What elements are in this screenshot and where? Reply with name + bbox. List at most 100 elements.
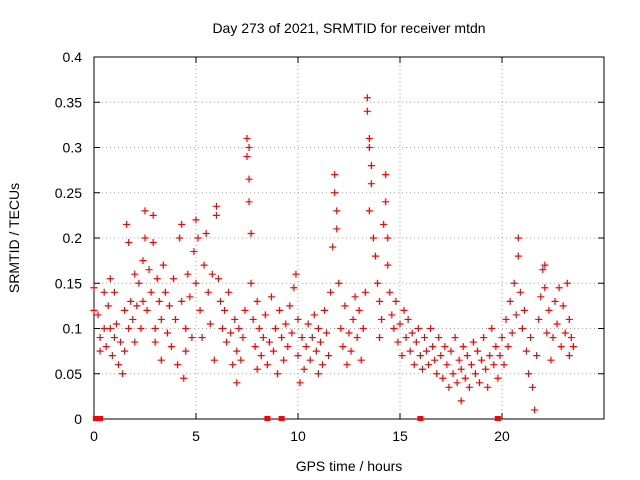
data-point	[202, 229, 210, 237]
data-point	[500, 361, 508, 369]
data-point	[449, 370, 457, 378]
baseline-marker	[417, 416, 424, 421]
data-point	[518, 325, 526, 332]
data-point	[100, 325, 108, 332]
data-point	[331, 171, 339, 179]
data-point	[510, 279, 518, 287]
baseline-markers	[93, 416, 501, 421]
data-point	[259, 334, 267, 342]
data-point	[143, 306, 151, 314]
data-point	[418, 365, 426, 373]
data-point	[106, 275, 114, 283]
data-point	[529, 383, 537, 391]
data-point	[367, 162, 375, 170]
x-tick-label: 0	[90, 428, 98, 444]
data-point	[453, 379, 461, 387]
data-point	[525, 370, 533, 378]
data-point	[102, 343, 110, 351]
y-tick-label: 0.35	[55, 94, 82, 110]
data-point	[451, 334, 459, 342]
data-point	[255, 325, 263, 332]
data-point	[308, 334, 316, 342]
data-point	[151, 325, 159, 332]
data-point	[325, 352, 333, 360]
data-point	[337, 325, 345, 332]
data-point	[323, 329, 331, 337]
data-point	[274, 370, 282, 378]
data-point	[514, 234, 522, 242]
data-point	[125, 239, 133, 247]
data-point	[239, 334, 247, 342]
data-point	[547, 356, 555, 364]
data-point	[384, 261, 392, 269]
baseline-marker	[97, 416, 104, 421]
data-point	[369, 234, 377, 242]
data-point	[90, 306, 98, 314]
data-point	[106, 325, 114, 332]
data-point	[198, 334, 206, 342]
data-point	[312, 347, 320, 355]
data-point	[153, 275, 161, 283]
data-point	[261, 311, 269, 319]
data-points	[90, 94, 577, 414]
data-point	[157, 356, 165, 364]
data-point	[392, 297, 400, 305]
data-point	[292, 270, 300, 278]
data-point	[237, 356, 245, 364]
data-point	[431, 356, 439, 364]
data-point	[161, 288, 169, 296]
data-point	[561, 329, 569, 337]
data-point	[131, 338, 139, 346]
data-point	[541, 261, 549, 269]
data-point	[149, 211, 157, 219]
data-point	[298, 334, 306, 342]
data-point	[463, 352, 471, 360]
chart-title: Day 273 of 2021, SRMTID for receiver mtd…	[212, 20, 485, 36]
data-point	[170, 275, 178, 283]
data-point	[365, 207, 373, 215]
data-point	[149, 239, 157, 247]
data-point	[233, 347, 241, 355]
data-point	[488, 325, 496, 332]
data-point	[363, 107, 371, 115]
data-point	[208, 270, 216, 278]
data-point	[182, 325, 190, 332]
data-point	[516, 288, 524, 296]
data-point	[200, 261, 208, 269]
data-point	[96, 347, 104, 355]
data-point	[457, 365, 465, 373]
data-point	[339, 343, 347, 351]
y-tick-label: 0.2	[63, 230, 83, 246]
data-point	[563, 279, 571, 287]
data-point	[380, 220, 388, 228]
data-point	[253, 365, 261, 373]
data-point	[469, 338, 477, 346]
data-point	[263, 361, 271, 369]
data-point	[363, 94, 371, 102]
data-point	[257, 352, 265, 360]
data-point	[367, 180, 375, 188]
data-point	[351, 293, 359, 301]
baseline-marker	[264, 416, 271, 421]
data-point	[531, 406, 539, 414]
data-point	[435, 334, 443, 342]
axis-ticks: 0 0.05 0.1 0.15 0.2 0.25 0.3 0.35 0.4 0 5 10 15 20	[55, 49, 604, 444]
data-point	[347, 347, 355, 355]
data-point	[459, 343, 467, 351]
data-point	[278, 334, 286, 342]
data-point	[137, 325, 145, 332]
data-point	[190, 248, 198, 256]
data-point	[114, 361, 122, 369]
data-point	[251, 343, 259, 351]
data-point	[365, 144, 373, 151]
data-point	[139, 257, 147, 265]
data-point	[159, 261, 167, 269]
data-point	[223, 338, 231, 346]
data-point	[353, 334, 361, 342]
data-point	[294, 315, 302, 323]
data-point	[412, 338, 420, 346]
baseline-marker	[494, 416, 501, 421]
data-point	[272, 325, 280, 332]
data-point	[549, 334, 557, 342]
data-point	[90, 284, 98, 292]
